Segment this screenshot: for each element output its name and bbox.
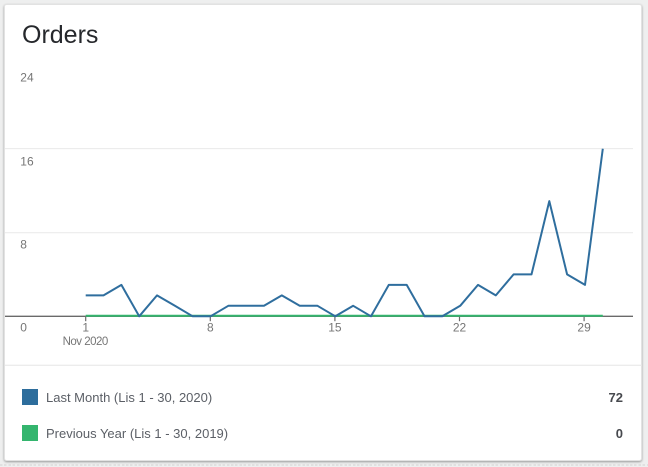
svg-text:1: 1 (82, 320, 89, 334)
svg-text:16: 16 (20, 155, 34, 169)
svg-text:15: 15 (328, 320, 342, 334)
svg-text:8: 8 (207, 320, 214, 334)
svg-text:24: 24 (20, 71, 34, 85)
svg-text:29: 29 (577, 320, 591, 334)
svg-text:0: 0 (20, 321, 27, 335)
svg-text:Nov 2020: Nov 2020 (63, 336, 108, 348)
svg-text:22: 22 (453, 320, 467, 334)
svg-text:8: 8 (20, 238, 27, 252)
